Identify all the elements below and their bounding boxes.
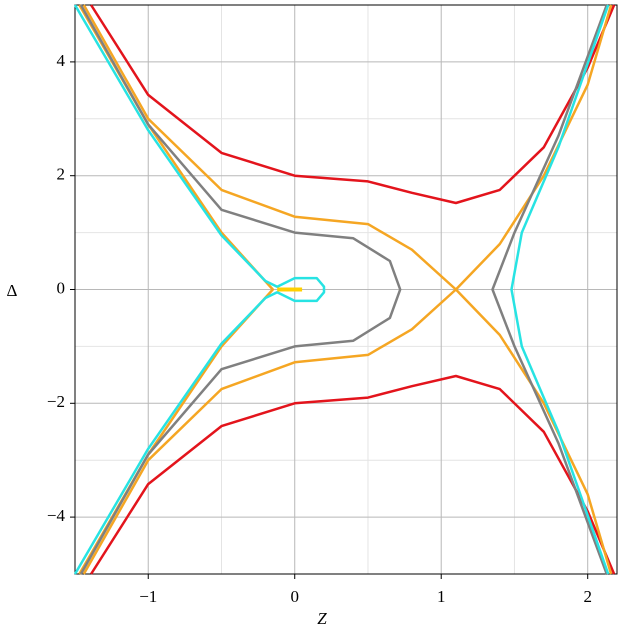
y-tick-label: −4 (47, 506, 66, 525)
x-tick-label: 1 (437, 587, 446, 606)
x-axis-label: Z (317, 609, 327, 628)
curve (79, 4, 608, 575)
y-axis-label: Δ (7, 281, 18, 300)
curve (90, 4, 616, 575)
y-tick-label: −2 (47, 392, 65, 411)
y-tick-label: 2 (57, 165, 66, 184)
x-tick-label: 0 (290, 587, 299, 606)
x-tick-label: 2 (583, 587, 592, 606)
plot-frame (74, 4, 618, 575)
x-tick-label: −1 (139, 587, 157, 606)
curve (73, 4, 610, 575)
y-tick-label: 0 (57, 278, 66, 297)
y-tick-label: 4 (57, 51, 66, 70)
